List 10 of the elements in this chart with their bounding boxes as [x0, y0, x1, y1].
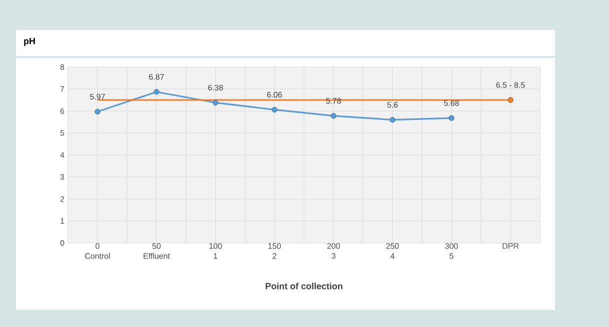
point: [508, 97, 514, 103]
point: [330, 113, 336, 119]
point: [448, 115, 454, 121]
point: [212, 100, 218, 106]
chart-title: pH: [24, 38, 35, 46]
point: [390, 116, 396, 123]
point: [272, 106, 278, 113]
x-axis-title: Point of collection: [266, 282, 342, 290]
point: [94, 108, 100, 115]
point: [154, 89, 160, 95]
